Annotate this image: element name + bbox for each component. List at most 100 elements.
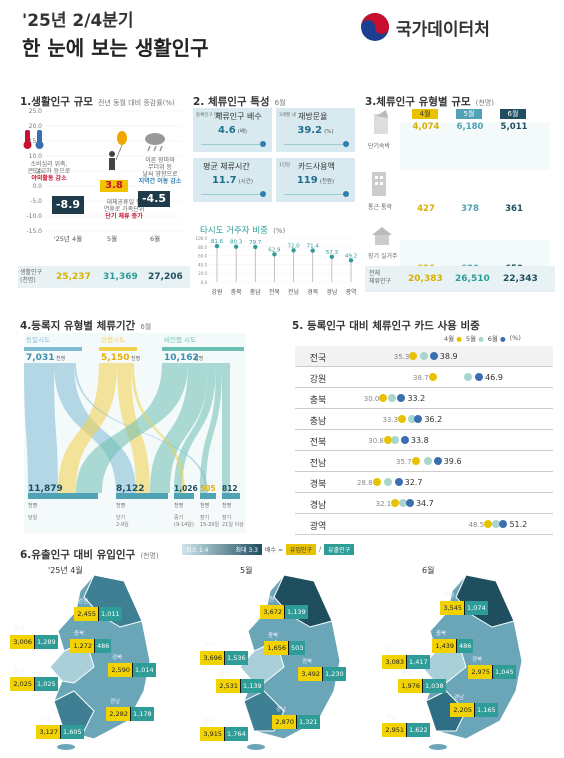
- sec6-divider: [284, 605, 285, 619]
- sec6-map-month: '25년 4월: [48, 566, 83, 575]
- sec1-pop-apr: 25,237: [56, 272, 91, 282]
- stat-card: 3개월 내 재방문율 39.2 (%): [276, 108, 355, 152]
- sec1-pop-label: 생활인구 (천명): [20, 269, 43, 284]
- sec6-outflow: 486: [457, 639, 474, 653]
- sec2-sub-title-row: 타시도 거주자 비중 (%): [200, 218, 285, 237]
- stat-card-trendline: [284, 144, 347, 145]
- sec5-apr-label: 38.7: [413, 374, 429, 382]
- sec6-inflow: 3,915: [200, 727, 224, 741]
- sec1-ytick: 15.0: [29, 138, 43, 145]
- sec6-inflow: 1,272: [70, 639, 94, 653]
- sec2-value-label: 72.0: [287, 243, 300, 249]
- sec5-region-label: 충남: [309, 417, 327, 427]
- sec6-region-label: 1,656 503: [264, 641, 306, 655]
- sec4-bottom-unit: 천명: [116, 502, 125, 509]
- sec6-region-label: 2,951 1,622: [382, 723, 430, 737]
- sec1-value-may: 3.8: [100, 180, 128, 192]
- sec3-month-may: 5월: [456, 109, 482, 119]
- sec5-dot: [398, 499, 407, 507]
- sec3-title: 3.체류인구 유형별 규모: [365, 96, 471, 108]
- sec2-value-label: 71.4: [307, 244, 320, 250]
- korea-map-shape: [49, 574, 151, 750]
- sec4-top-label: 인접시도: [101, 335, 125, 344]
- stat-card-unit: (배): [237, 129, 248, 135]
- sec6-inflow: 3,006: [10, 635, 34, 649]
- sec6-region-name: 충남: [220, 671, 231, 677]
- sec1-pop-row: 생활인구 (천명) 25,237 31,369 27,206: [18, 266, 190, 288]
- sec3-value: 361: [505, 204, 523, 214]
- sec4-top-label: 비인접 시도: [164, 335, 196, 344]
- stat-card-dot: [343, 191, 349, 197]
- sec2-region-label: 강원: [211, 288, 222, 296]
- sec5-jun-label: 39.6: [443, 457, 462, 466]
- sec6-divider: [296, 715, 297, 729]
- sec3-row-bg: [400, 122, 550, 170]
- sec6-outflow: 1,139: [241, 679, 264, 693]
- sec5-dot: [433, 457, 442, 465]
- sec5-legend-apr: 4월 ●: [444, 335, 462, 343]
- sec4-bottom-bar: [174, 493, 194, 499]
- sec6-outflow: 1,321: [297, 715, 320, 729]
- sec5-jun-label: 33.8: [410, 436, 429, 445]
- stat-card-unit: (시간): [238, 179, 254, 185]
- sec5-region-label: 경남: [309, 501, 327, 511]
- sec2-region-label: 전남: [288, 288, 300, 296]
- sec3-row1-label: 통근·통학: [368, 204, 392, 211]
- sec5-dot: [407, 415, 416, 423]
- stat-card-value: 39.2 (%): [297, 125, 334, 136]
- sec5-dot: [372, 478, 381, 486]
- sec6-divider: [60, 725, 61, 739]
- sec5-dot: [409, 352, 418, 360]
- sec4-bottom-value: 11,879: [28, 484, 63, 494]
- sec4-bottom-value: 812: [222, 484, 238, 493]
- sec6-divider: [474, 703, 475, 717]
- sec3-month-jun: 6월: [500, 109, 526, 119]
- sec5-jun-label: 46.9: [485, 373, 503, 382]
- sec3-month-apr: 4월: [412, 109, 438, 119]
- sec5-dot: [387, 394, 396, 402]
- sec6-outflow: 1,230: [323, 667, 346, 681]
- sec2-value-label: 62.9: [268, 247, 281, 253]
- sec1-ytick: -10.0: [26, 213, 42, 220]
- sec5-dot: [491, 520, 500, 528]
- sec1-ytick: 25.0: [29, 108, 43, 115]
- sec5-region-label: 광역: [309, 522, 327, 532]
- sec6-inflow: 1,439: [432, 639, 456, 653]
- sec5-row: [295, 388, 553, 409]
- sec4-top-unit: 천명: [56, 355, 65, 362]
- sec5-legend-jun: 6월 ●: [487, 335, 506, 343]
- sec6-region-label: 2,282 1,178: [106, 707, 154, 721]
- sec5-apr-label: 48.5: [468, 521, 485, 529]
- sec2-region-label: 충북: [231, 288, 243, 296]
- stat-card-dot: [260, 191, 266, 197]
- sec6-region-label: 3,006 1,289: [10, 635, 58, 649]
- sec5-dot: [414, 415, 423, 423]
- sec4-top-unit: 천명: [194, 355, 203, 362]
- sec5-apr-label: 28.8: [356, 479, 373, 487]
- house-icon: [370, 225, 394, 251]
- balloon-person-icon: [102, 130, 132, 184]
- sec6-region-name: 충북: [268, 633, 279, 639]
- sec4-bottom-label: 장기: [200, 514, 209, 521]
- sec4-flow: [174, 363, 216, 493]
- sec4-top-value: 5,150: [101, 353, 129, 363]
- stat-card: 평균 체류시간 11.7 (시간): [193, 158, 272, 202]
- sec6-inflow: 2,282: [106, 707, 130, 721]
- sec5-row: [295, 493, 553, 514]
- sec6-title: 6.유출인구 대비 유입인구: [20, 549, 136, 561]
- sec6-region-name: 전남: [40, 717, 51, 723]
- sec6-inflow: 2,590: [108, 663, 132, 677]
- sec2-ytick: 80.0: [198, 245, 207, 250]
- org-name: 국가데이터처: [396, 19, 490, 40]
- sec6-region-label: 2,975 1,045: [468, 665, 516, 679]
- stat-card-small: 등록인구 대비: [196, 113, 223, 118]
- sec6-map-month: 5월: [240, 566, 253, 575]
- sec1-note-jun: 이른 장마와 무더위 등 날씨 영향으로 지역간 이동 감소: [138, 157, 182, 185]
- sec6-inflow: 1,976: [398, 679, 422, 693]
- stat-card: 등록인구 대비 체류인구 배수 4.6 (배): [193, 108, 272, 152]
- sec6-region-label: 3,492 1,230: [298, 667, 346, 681]
- stat-card-label: 체류인구 배수: [215, 112, 262, 121]
- sec4-flow: [150, 363, 208, 493]
- stat-card-label: 평균 체류시간: [203, 162, 250, 171]
